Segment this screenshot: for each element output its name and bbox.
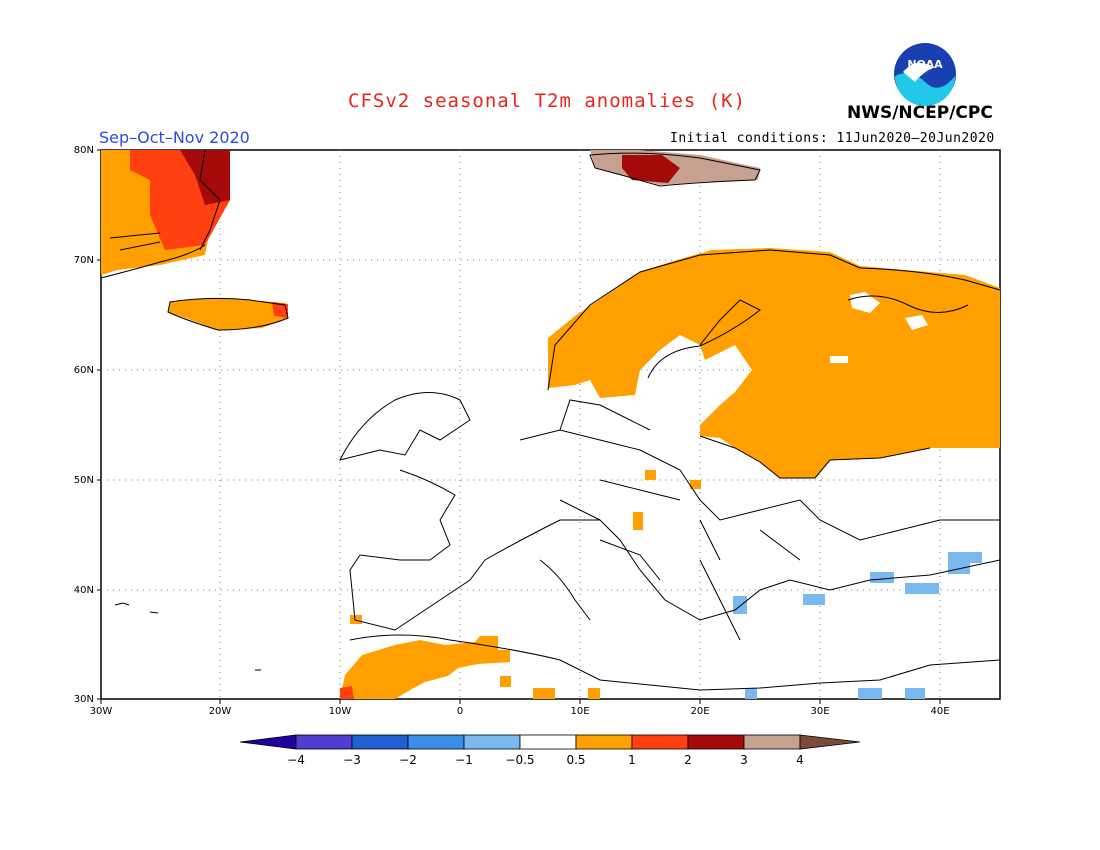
colorbar-arrow-left (239, 734, 297, 750)
coastlines (100, 149, 1001, 691)
lat-label: 70N (74, 255, 94, 266)
colorbar-swatch (575, 734, 633, 750)
initial-conditions-label: Initial conditions: 11Jun2020–20Jun2020 (670, 131, 995, 146)
colorbar-swatch (463, 734, 521, 750)
colorbar-swatch (295, 734, 353, 750)
colorbar-label: −4 (287, 753, 305, 767)
lat-label: 30N (74, 694, 94, 705)
colorbar-label: 0.5 (566, 753, 585, 767)
colorbar-arrow-right (799, 734, 861, 750)
colorbar-swatch (631, 734, 689, 750)
colorbar-swatch (743, 734, 801, 750)
lon-label: 0 (457, 706, 463, 717)
scandinavia-russia-anomaly-region (548, 248, 1000, 478)
lon-label: 30E (810, 706, 829, 717)
lon-label: 30W (90, 706, 113, 717)
axis-ticks (97, 149, 941, 704)
colorbar-label: −2 (399, 753, 417, 767)
colorbar-label: −3 (343, 753, 361, 767)
colorbar-swatch (519, 734, 577, 750)
season-label: Sep–Oct–Nov 2020 (99, 128, 250, 147)
lat-label: 80N (74, 145, 94, 156)
colorbar-swatch (687, 734, 745, 750)
lon-label: 20W (209, 706, 232, 717)
lat-label: 40N (74, 585, 94, 596)
agency-label: NWS/NCEP/CPC (847, 103, 993, 123)
greenland-anomaly-region (101, 150, 230, 275)
lat-label: 50N (74, 475, 94, 486)
colorbar-label: 1 (628, 753, 636, 767)
svalbard-anomaly-region (590, 150, 760, 185)
cool-anomaly-cells (733, 552, 982, 699)
colorbar-label: 3 (740, 753, 748, 767)
color-bar (239, 734, 861, 750)
lon-label: 10E (570, 706, 589, 717)
lon-label: 40E (930, 706, 949, 717)
lon-label: 20E (690, 706, 709, 717)
north-africa-anomaly-region (340, 636, 600, 699)
iceland-anomaly-region (168, 298, 288, 330)
lat-label: 60N (74, 365, 94, 376)
colorbar-swatch (351, 734, 409, 750)
central-europe-anomaly-cells (350, 470, 701, 624)
colorbar-label: 2 (684, 753, 692, 767)
colorbar-label: −0.5 (505, 753, 534, 767)
lon-label: 10W (329, 706, 352, 717)
map-title: CFSv2 seasonal T2m anomalies (K) (348, 90, 747, 112)
svg-text:NOAA: NOAA (907, 58, 943, 71)
colorbar-label: 4 (796, 753, 804, 767)
colorbar-label: −1 (455, 753, 473, 767)
noaa-logo-icon: NOAA (894, 43, 956, 106)
colorbar-swatch (407, 734, 465, 750)
